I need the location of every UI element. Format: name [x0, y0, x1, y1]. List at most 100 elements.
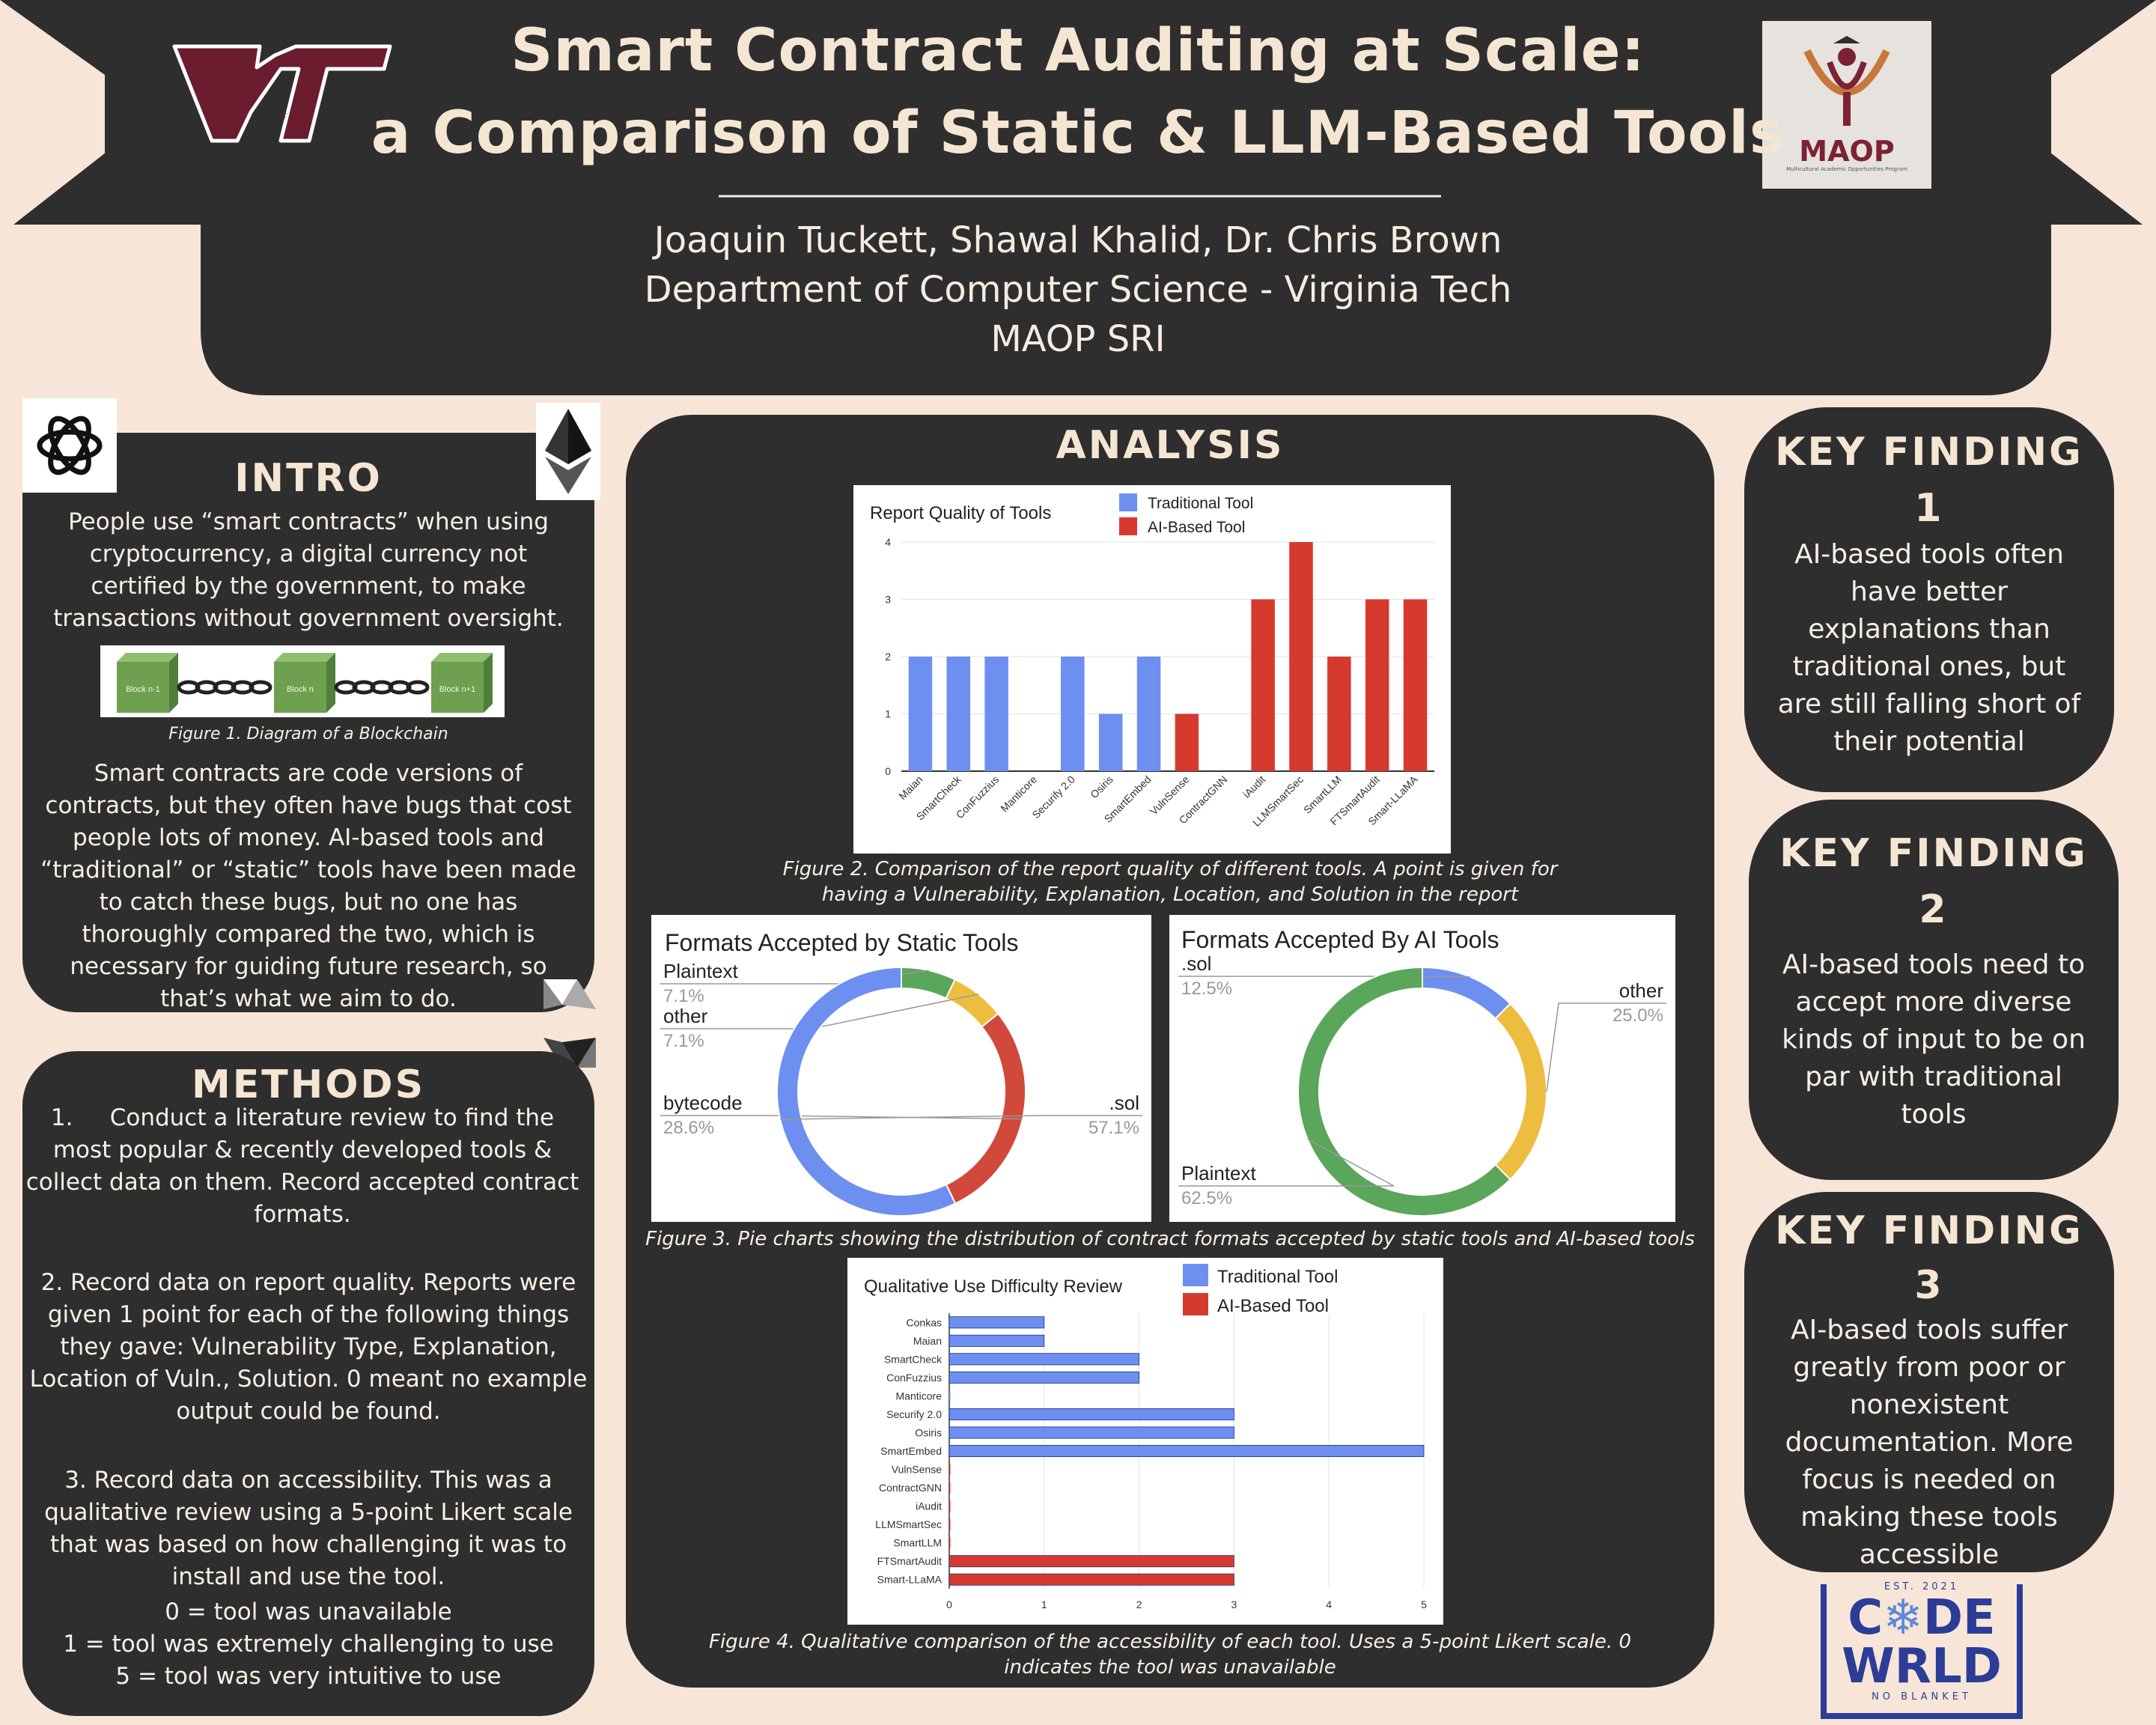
chart2-category-label: SmartEmbed: [880, 1445, 942, 1457]
maop-logo: MAOP Multicultural Academic Opportunitie…: [1762, 21, 1931, 189]
pie-slice: [1297, 966, 1511, 1217]
chart2-bar: [948, 1426, 1234, 1439]
chart2-bar: [948, 1444, 1425, 1458]
blockchain-diagram: Block n-1 Block n Block n+1: [100, 645, 505, 717]
chart1-ytick: 1: [885, 708, 891, 720]
chart1-legend-traditional-swatch: [1119, 493, 1137, 511]
pie-leader-line: [1178, 1138, 1395, 1187]
key-finding-1-text: AI-based tools often have better explana…: [1777, 539, 2081, 757]
chart2-category-label: SmartLLM: [893, 1537, 942, 1549]
chart1-category-label: Osiris: [1088, 773, 1115, 801]
intro-paragraph-2: Smart contracts are code versions of con…: [40, 760, 576, 1012]
pie-slice-percent: 28.6%: [663, 1118, 714, 1138]
ai-formats-pie: Formats Accepted By AI Tools .sol 12.5% ot…: [1169, 915, 1675, 1222]
pie-slice-label: .sol: [1109, 1092, 1139, 1114]
block-n-minus-1: Block n-1: [117, 653, 178, 713]
methods-scale-1: 1 = tool was extremely challenging to us…: [63, 1631, 554, 1658]
pie-slice-percent: 57.1%: [1088, 1118, 1139, 1138]
chart1-bar: [946, 657, 971, 771]
chart2-bar: [948, 1371, 1140, 1384]
pie-slice: [1422, 966, 1511, 1020]
block-n: Block n: [274, 653, 335, 713]
maop-logo-text: MAOP: [1799, 135, 1895, 168]
chart2-xtick: 2: [1136, 1598, 1142, 1610]
methods-scale-0: 0 = tool was unavailable: [165, 1598, 452, 1625]
pie-slice-label: bytecode: [663, 1092, 743, 1114]
intro-paragraph-1: People use “smart contracts” when using …: [53, 508, 564, 632]
pie-leader-line: [780, 1115, 1142, 1120]
chart1-legend-ai-swatch: [1119, 517, 1137, 535]
chart2-category-label: iAudit: [916, 1500, 942, 1512]
svg-text:VT: VT: [278, 112, 287, 121]
chart2-category-label: Smart-LLaMA: [877, 1574, 943, 1586]
key-finding-2-text: AI-based tools need to accept more diver…: [1782, 949, 2086, 1130]
chart1-bar: [1136, 657, 1161, 771]
key-finding-1-panel: KEY FINDING 1 AI-based tools often have …: [1744, 407, 2114, 792]
chart1-bar: [1098, 714, 1123, 771]
chart1-ytick: 3: [885, 594, 891, 606]
chart2-xtick: 4: [1326, 1598, 1332, 1610]
chart2-xtick: 1: [1041, 1598, 1047, 1610]
maop-figure-icon: [1803, 36, 1890, 126]
chart1-bar: [984, 657, 1008, 771]
header-banner: [0, 0, 2156, 395]
figure4-caption-line2: indicates the tool was unavailable: [1004, 1656, 1336, 1679]
figure1-caption: Figure 1. Diagram of a Blockchain: [168, 725, 448, 743]
chart1-bar: [1175, 714, 1199, 771]
pie-leader-line: [660, 1115, 1023, 1120]
poster-title-line1: Smart Contract Auditing at Scale:: [511, 17, 1645, 85]
chart2-category-label: ContractGNN: [879, 1482, 942, 1494]
chart1-legend-ai: AI-Based Tool: [1148, 519, 1245, 536]
chart2-bar: [949, 1537, 951, 1549]
methods-step-1: 1. Conduct a literature review to find t…: [25, 1104, 579, 1228]
figure3-caption: Figure 3. Pie charts showing the distrib…: [645, 1228, 1695, 1250]
pie-slice-label: other: [1619, 979, 1664, 1002]
chart2-category-label: FTSmartAudit: [877, 1555, 942, 1567]
pie-slice-label: Plaintext: [663, 960, 738, 982]
chart1-category-label: Maian: [896, 773, 925, 802]
chart2-bar: [948, 1408, 1234, 1420]
pie1-title: Formats Accepted by Static Tools: [665, 929, 1019, 956]
chart2-bar: [948, 1573, 1234, 1586]
maop-logo-subtext: Multicultural Academic Opportunities Pro…: [1786, 166, 1907, 172]
svg-text:Block n+1: Block n+1: [439, 685, 476, 694]
chart2-xtick: 3: [1231, 1598, 1237, 1610]
chart1-bar: [1289, 542, 1313, 771]
chart2-legend-traditional: Traditional Tool: [1217, 1267, 1338, 1287]
chart2-category-label: LLMSmartSec: [875, 1518, 942, 1530]
chart1-bar: [908, 657, 933, 771]
ethereum-icon: [536, 403, 600, 500]
key-finding-2-heading: KEY FINDING: [1779, 831, 2088, 876]
chart2-bar: [949, 1500, 951, 1512]
figure4-caption-line1: Figure 4. Qualitative comparison of the …: [709, 1631, 1631, 1653]
key-finding-3-heading: KEY FINDING: [1775, 1208, 2083, 1253]
chart1-legend-traditional: Traditional Tool: [1148, 495, 1253, 512]
pie-slice: [945, 1012, 1026, 1205]
intro-heading: INTRO: [234, 456, 383, 501]
methods-panel: [22, 1051, 594, 1716]
chart2-category-label: VulnSense: [892, 1464, 942, 1476]
vt-logo: VT: [172, 44, 392, 143]
poster-title-line2: a Comparison of Static & LLM-Based Tools: [371, 100, 1785, 167]
pie-slice-label: other: [663, 1005, 708, 1027]
solidity-icon: [543, 979, 596, 1068]
chart2-category-label: Maian: [913, 1335, 942, 1347]
chart1-bar: [1251, 599, 1275, 771]
pie-slice: [1494, 1003, 1547, 1181]
chart2-bar: [948, 1334, 1045, 1347]
key-finding-3-number: 3: [1914, 1263, 1944, 1308]
pie2-title: Formats Accepted By AI Tools: [1181, 926, 1499, 953]
svg-text:Block n: Block n: [287, 685, 314, 694]
chart2-title: Qualitative Use Difficulty Review: [864, 1277, 1123, 1297]
chart2-xtick: 0: [946, 1598, 952, 1610]
chart1-ytick: 0: [885, 765, 891, 777]
methods-step-3: 3. Record data on accessibility. This wa…: [44, 1467, 573, 1590]
pie-slice-label: .sol: [1181, 952, 1211, 975]
chart2-bar: [949, 1390, 951, 1402]
pie-slice: [901, 966, 957, 1000]
chart2-category-label: SmartCheck: [884, 1353, 943, 1365]
chart1-ytick: 2: [885, 651, 891, 663]
pie-leader-line: [1178, 976, 1470, 978]
openai-icon: [22, 398, 117, 493]
methods-step-2: 2. Record data on report quality. Report…: [29, 1269, 588, 1425]
